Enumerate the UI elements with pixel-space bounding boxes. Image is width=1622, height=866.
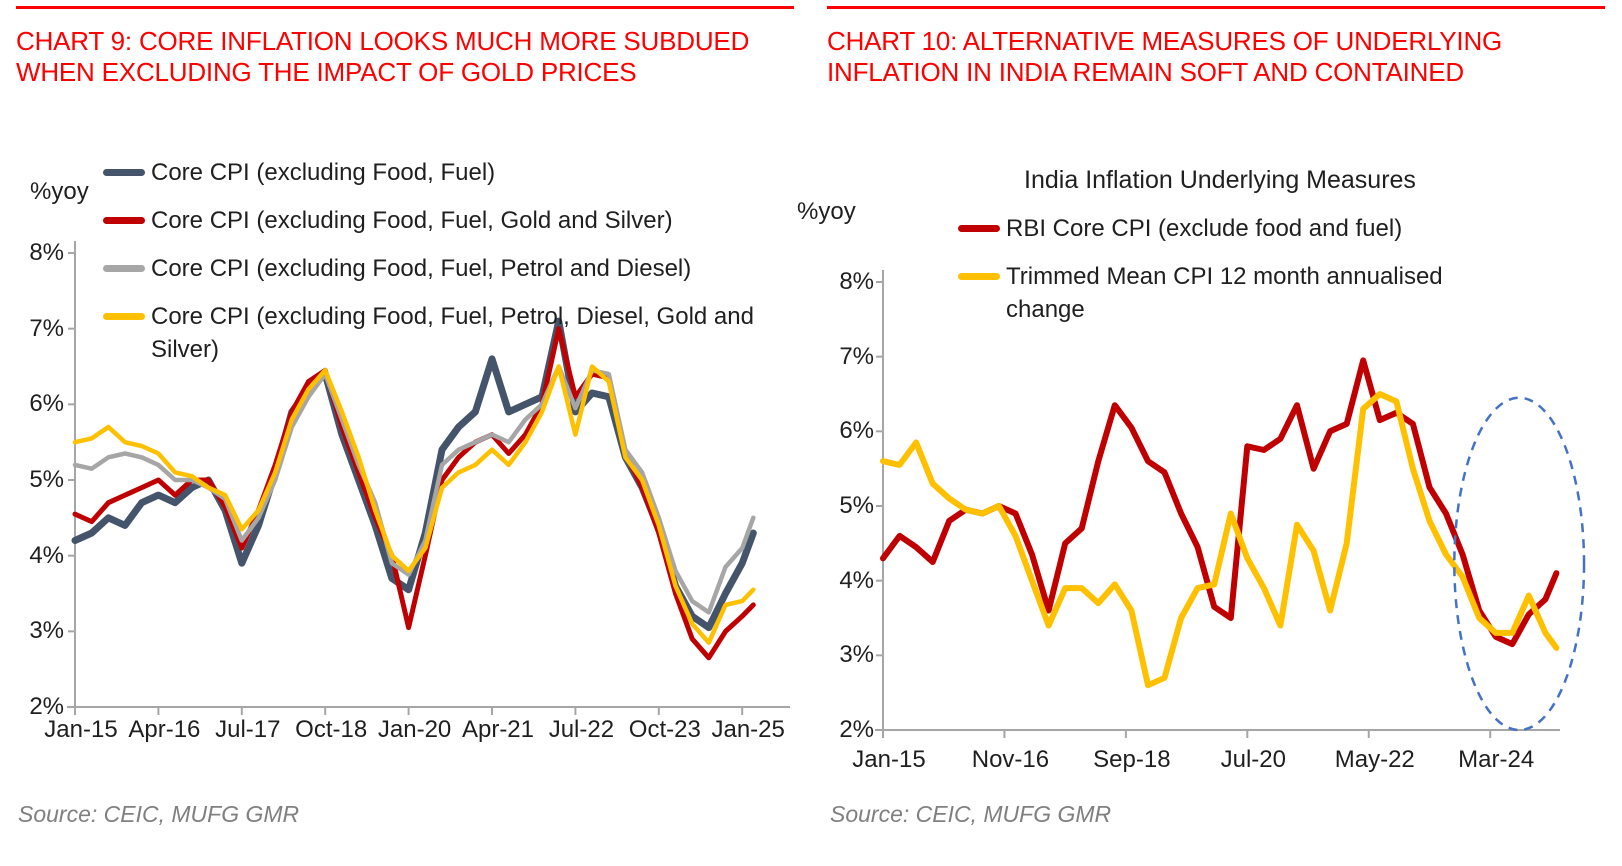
left-y-tick-label: 4%	[29, 541, 64, 569]
left-chart-legend-label-0: Core CPI (excluding Food, Fuel)	[151, 159, 496, 186]
left-y-tick-label: 7%	[29, 314, 64, 342]
right-y-tick-label: 5%	[839, 492, 874, 519]
right-chart-heading: CHART 10: ALTERNATIVE MEASURES OF UNDERL…	[827, 26, 1503, 87]
right-y-tick-label: 2%	[839, 716, 874, 744]
right-series-line-1	[880, 391, 1560, 689]
left-panel-top-rule	[16, 6, 794, 9]
left-series-line-1	[72, 326, 756, 661]
left-y-tick-label: 8%	[29, 239, 64, 266]
left-chart-legend-swatch-1	[103, 217, 145, 224]
left-y-tick-label: 6%	[29, 390, 64, 418]
right-x-tick-label: May-22	[1334, 746, 1415, 773]
right-chart-legend-swatch-1	[958, 273, 1000, 280]
right-source-note: Source: CEIC, MUFG GMR	[830, 801, 1112, 827]
right-chart-legend-item-1: Trimmed Mean CPI 12 month annualised cha…	[958, 260, 1486, 326]
left-chart-heading: CHART 9: CORE INFLATION LOOKS MUCH MORE …	[16, 26, 750, 87]
right-x-tick-label: Jan-15	[852, 746, 926, 773]
left-chart-legend-label-2: Core CPI (excluding Food, Fuel, Petrol a…	[151, 255, 692, 282]
left-chart-legend-item-2: Core CPI (excluding Food, Fuel, Petrol a…	[103, 252, 801, 285]
right-chart-legend-label-1: Trimmed Mean CPI 12 month annualised cha…	[1006, 263, 1443, 323]
right-chart-inner-title: India Inflation Underlying Measures	[1024, 166, 1416, 194]
left-x-tick-label: Jul-22	[548, 716, 615, 743]
left-y-axis-unit: %yoy	[30, 178, 89, 205]
left-chart-legend-swatch-0	[103, 169, 145, 176]
left-x-tick-label: Oct-23	[628, 716, 701, 743]
highlight-ellipse-annotation	[1453, 396, 1586, 732]
right-y-tick-label: 8%	[839, 268, 874, 295]
left-x-tick-label: Jan-25	[711, 716, 785, 743]
left-y-tick-label: 2%	[29, 693, 64, 721]
right-chart-legend: RBI Core CPI (exclude food and fuel) Trim…	[958, 212, 1486, 326]
left-chart-legend-item-1: Core CPI (excluding Food, Fuel, Gold and…	[103, 204, 801, 237]
left-chart-legend-item-3: Core CPI (excluding Food, Fuel, Petrol, …	[103, 300, 801, 366]
left-x-tick-label: Oct-18	[295, 716, 368, 743]
left-x-tick-label: Apr-21	[461, 716, 535, 743]
left-chart-legend-label-1: Core CPI (excluding Food, Fuel, Gold and…	[151, 207, 673, 234]
left-x-tick-label: Jul-17	[215, 716, 281, 743]
left-chart-legend: Core CPI (excluding Food, Fuel) Core CPI …	[103, 156, 801, 366]
left-series-line-3	[72, 364, 756, 645]
left-chart-legend-label-3: Core CPI (excluding Food, Fuel, Petrol, …	[151, 303, 754, 363]
left-y-tick-label: 3%	[29, 617, 64, 645]
right-x-tick-label: Mar-24	[1458, 746, 1535, 773]
right-y-tick-label: 3%	[839, 641, 874, 669]
right-y-tick-label: 4%	[839, 566, 874, 594]
right-x-tick-label: Jul-20	[1220, 746, 1286, 773]
right-y-tick-label: 6%	[839, 417, 874, 445]
left-y-tick-label: 5%	[29, 466, 64, 493]
left-chart-legend-swatch-3	[103, 313, 145, 320]
right-chart-legend-item-0: RBI Core CPI (exclude food and fuel)	[958, 212, 1486, 245]
left-x-tick-label: Apr-16	[128, 716, 201, 743]
left-chart-legend-swatch-2	[103, 265, 145, 272]
right-y-tick-label: 7%	[839, 342, 874, 370]
left-chart-legend-item-0: Core CPI (excluding Food, Fuel)	[103, 156, 801, 189]
right-x-tick-label: Nov-16	[971, 746, 1050, 773]
left-source-note: Source: CEIC, MUFG GMR	[18, 801, 300, 827]
right-x-tick-label: Sep-18	[1093, 746, 1171, 773]
right-panel-top-rule	[827, 6, 1605, 9]
right-chart-legend-label-0: RBI Core CPI (exclude food and fuel)	[1006, 215, 1403, 242]
right-y-axis-unit: %yoy	[797, 198, 856, 225]
left-x-tick-label: Jan-15	[44, 716, 118, 743]
left-x-tick-label: Jan-20	[377, 716, 452, 743]
right-chart-legend-swatch-0	[958, 225, 1000, 232]
